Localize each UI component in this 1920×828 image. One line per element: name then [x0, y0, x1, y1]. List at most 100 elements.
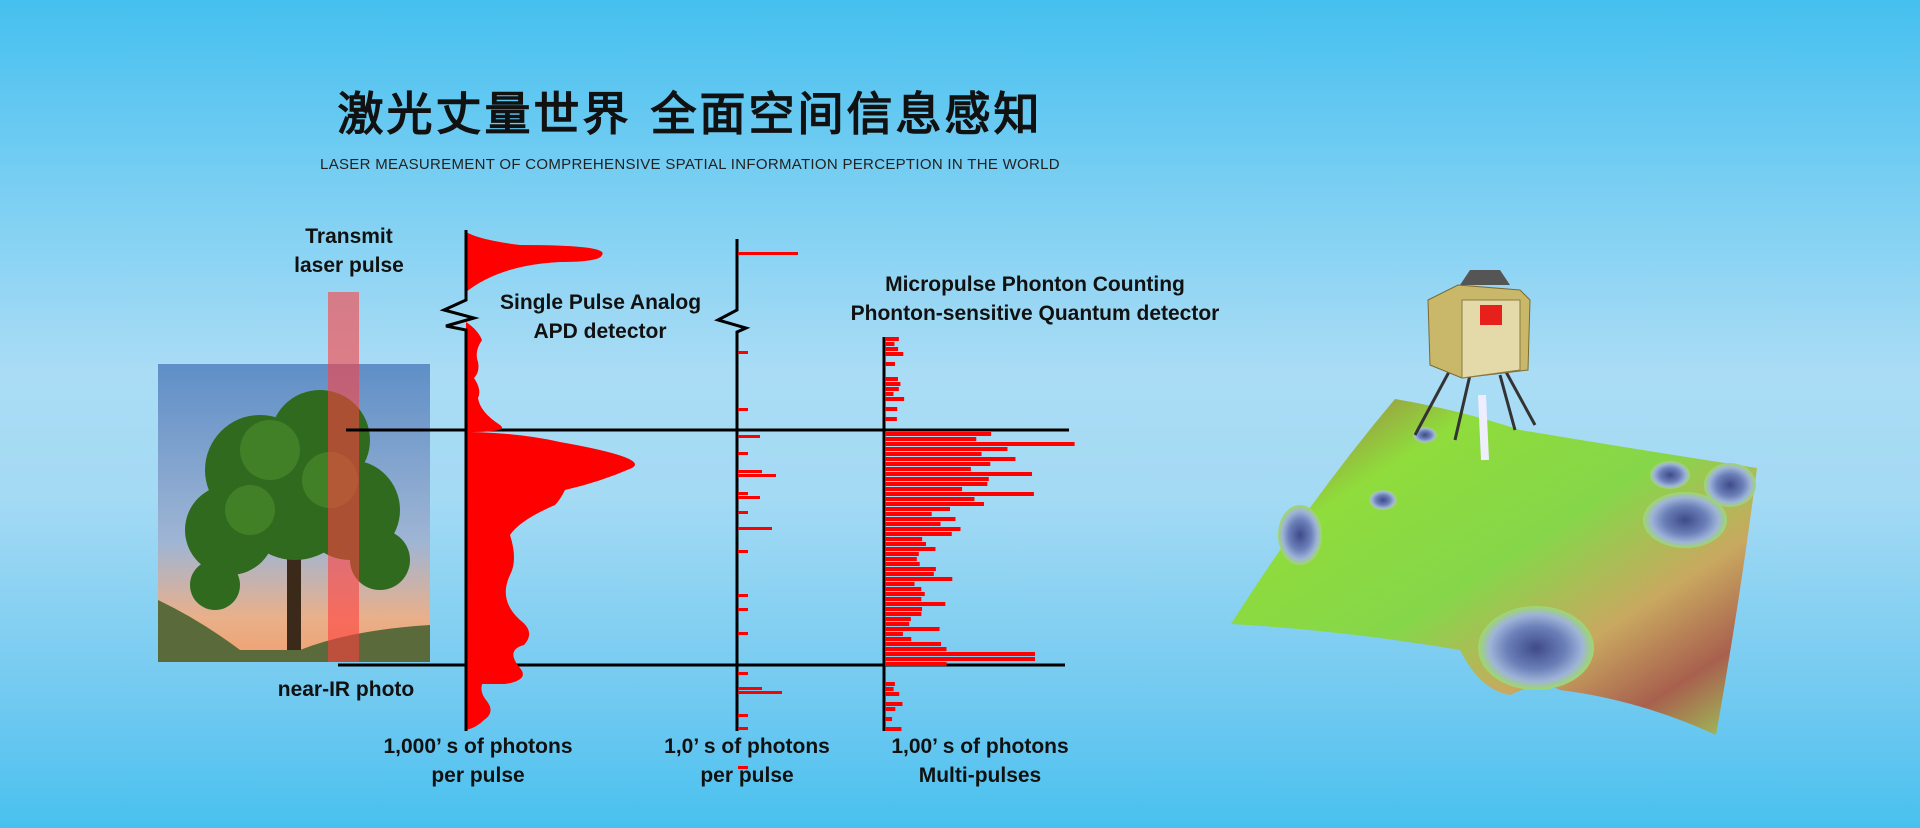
crater [1278, 505, 1322, 565]
photo-label: near-IR photo [277, 678, 415, 701]
transmit-label-line1: Transmit [305, 225, 393, 248]
photon-bar [885, 397, 905, 401]
photon-bar [885, 602, 946, 606]
photon-bar [738, 492, 748, 495]
quantum-label-line1: Micropulse Phonton Counting [885, 273, 1185, 296]
photon-bar [738, 766, 748, 769]
photon-bar [885, 387, 899, 391]
photon-bar [885, 467, 971, 471]
photon-bar [885, 382, 901, 386]
apd-label-line2: APD detector [533, 320, 667, 343]
photon-bar [885, 512, 932, 516]
photon-bar [738, 608, 748, 611]
counting-axis-label-line1: 1,0’ s of photons [664, 735, 830, 758]
photon-bar [885, 442, 1075, 446]
photon-bar [738, 470, 762, 473]
photon-bar [885, 352, 904, 356]
crater [1478, 606, 1594, 690]
photon-bar [885, 707, 896, 711]
photon-bar [738, 632, 748, 635]
photon-bar [885, 692, 900, 696]
photon-bar [885, 517, 956, 521]
photon-bar [885, 487, 963, 491]
photon-bar [885, 532, 952, 536]
photon-bar [738, 474, 776, 477]
crater [1643, 492, 1727, 548]
photon-bar [885, 547, 936, 551]
apd-return-waveform [466, 322, 635, 684]
photon-bar [885, 587, 922, 591]
lunar-terrain-3d [1231, 399, 1757, 735]
photon-bar [885, 552, 919, 556]
lunar-lander [1413, 270, 1537, 461]
photon-bar [738, 252, 798, 255]
apd-label-line1: Single Pulse Analog [500, 291, 702, 314]
photon-bar [885, 572, 934, 576]
photon-bar [885, 452, 982, 456]
near-ir-tree-photo [158, 364, 430, 662]
photon-bar [885, 642, 941, 646]
photon-bar [885, 477, 989, 481]
photon-bar [885, 687, 894, 691]
photon-bar [738, 550, 748, 553]
photon-bar [738, 527, 772, 530]
crater [1413, 427, 1437, 443]
photon-bar [885, 447, 1008, 451]
crater [1650, 461, 1690, 489]
photon-bar [738, 496, 760, 499]
photon-bar [738, 408, 748, 411]
photon-bar [885, 657, 1035, 661]
apd-axis-label-line1: 1,000’ s of photons [383, 735, 573, 758]
photon-bar [885, 437, 977, 441]
quantum-axis-label-line1: 1,00’ s of photons [891, 735, 1069, 758]
photon-bar [885, 472, 1033, 476]
photon-bar [738, 672, 748, 675]
counting-axis-label: 1,0’ s of photons per pulse [647, 732, 847, 790]
photon-bar [885, 617, 911, 621]
photon-bar [885, 342, 895, 346]
photon-bar [885, 702, 903, 706]
photon-bar [738, 691, 782, 694]
photon-bar [885, 377, 898, 381]
photon-bar [885, 632, 903, 636]
photon-bar [885, 562, 920, 566]
photon-bar [885, 482, 988, 486]
photon-bar [885, 592, 925, 596]
photon-bar [738, 594, 748, 597]
photon-bar [885, 622, 910, 626]
counting-axis [713, 239, 751, 731]
photon-bar [885, 457, 1016, 461]
photon-bar [885, 597, 922, 601]
photon-bar [885, 462, 991, 466]
photon-bar [885, 522, 941, 526]
photon-bar [885, 612, 922, 616]
laser-beam [328, 292, 359, 662]
photon-bar [738, 727, 748, 730]
photon-bar [885, 717, 893, 721]
photon-bar [885, 362, 895, 366]
photon-bar [885, 507, 951, 511]
photon-bar [885, 627, 940, 631]
photon-bar [885, 727, 902, 731]
photon-bar [885, 537, 923, 541]
photon-bar [885, 577, 953, 581]
transmit-label-line2: laser pulse [294, 254, 404, 277]
photon-bar [885, 407, 898, 411]
apd-axis [439, 230, 480, 731]
photon-bar [885, 647, 947, 651]
transmit-label: Transmit laser pulse [279, 222, 419, 280]
photon-bar [738, 351, 748, 354]
photon-bar [885, 567, 936, 571]
page-title: 激光丈量世界 全面空间信息感知 [337, 87, 1043, 141]
multi-pulse-histogram [885, 337, 1075, 731]
photon-bar [885, 497, 975, 501]
photon-bar [738, 435, 760, 438]
quantum-label-line2: Phonton-sensitive Quantum detector [850, 302, 1220, 325]
photon-bar [885, 417, 897, 421]
photon-bar [885, 607, 923, 611]
crater [1369, 490, 1397, 510]
photon-bar [885, 582, 915, 586]
quantum-axis-label-line2: Multi-pulses [918, 764, 1042, 787]
photon-bar [885, 527, 961, 531]
